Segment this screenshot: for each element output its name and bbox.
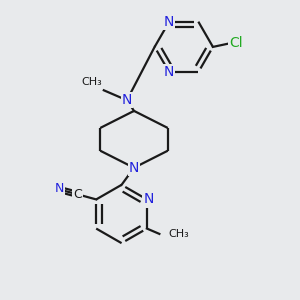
Text: N: N [129,161,139,175]
Text: CH₃: CH₃ [81,77,102,87]
Text: N: N [143,192,154,206]
Text: N: N [122,93,132,107]
Text: C: C [73,188,82,201]
Text: CH₃: CH₃ [168,229,189,239]
Text: N: N [164,15,174,29]
Text: Cl: Cl [229,36,243,50]
Text: N: N [55,182,64,195]
Text: N: N [164,65,174,79]
